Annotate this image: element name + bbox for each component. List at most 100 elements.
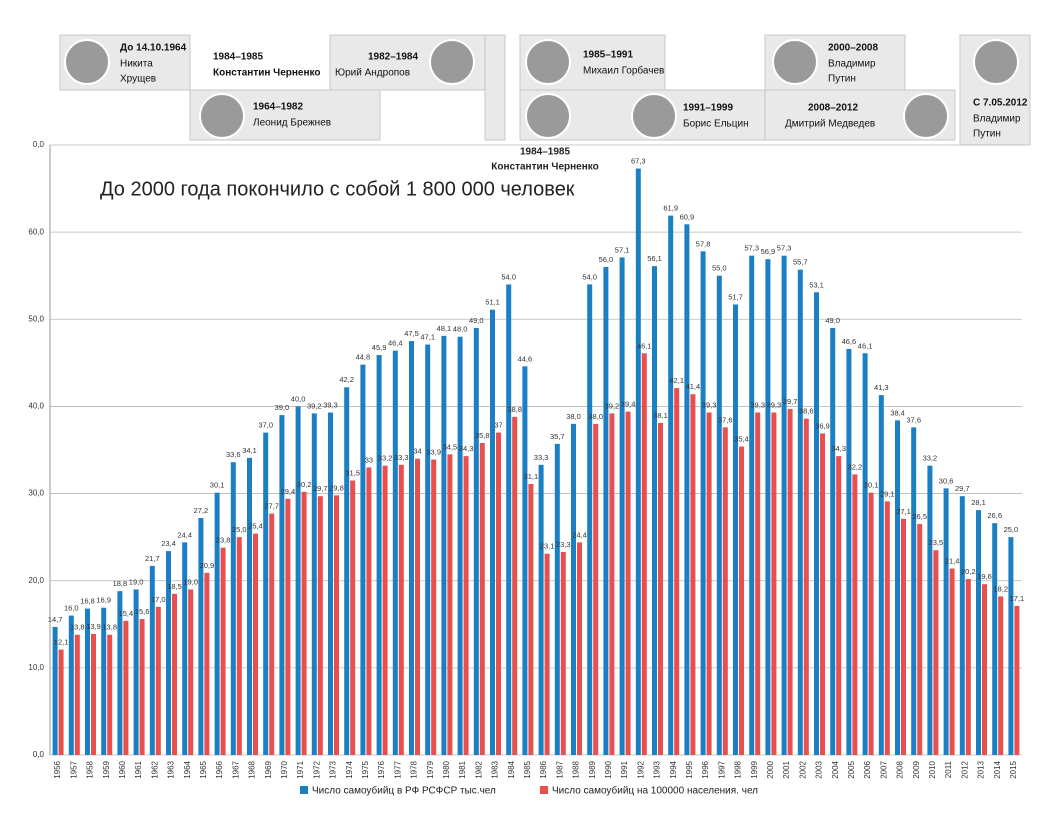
x-tick-label: 1976 — [377, 760, 386, 778]
value-label: 29,7 — [313, 484, 328, 493]
bar — [635, 168, 641, 755]
x-tick-label: 1959 — [102, 760, 111, 778]
value-label: 26,5 — [912, 512, 927, 521]
bar — [52, 626, 58, 755]
x-tick-label: 2002 — [798, 760, 807, 778]
value-label: 54,0 — [582, 272, 597, 281]
value-label: 35,7 — [550, 432, 565, 441]
value-label: 14,7 — [48, 615, 63, 624]
bar — [998, 596, 1004, 755]
bar — [344, 387, 350, 755]
photo — [64, 39, 110, 85]
y-tick-label: 10,0 — [28, 663, 44, 672]
x-tick-label: 1987 — [555, 760, 564, 778]
value-label: 25,0 — [232, 525, 247, 534]
x-tick-label: 2000 — [766, 760, 775, 778]
value-label: 33,9 — [426, 448, 441, 457]
leader-dates: С 7.05.2012 — [973, 98, 1028, 109]
y-tick-label: 20,0 — [28, 576, 44, 585]
x-tick-label: 1958 — [86, 760, 95, 778]
bar — [392, 350, 398, 755]
value-label: 54,0 — [501, 272, 516, 281]
bar — [479, 443, 485, 755]
value-label: 33,3 — [394, 453, 409, 462]
x-tick-label: 1973 — [329, 760, 338, 778]
bar — [862, 353, 868, 755]
x-tick-label: 2008 — [896, 760, 905, 778]
value-label: 20,2 — [961, 567, 976, 576]
value-label: 29,1 — [880, 489, 895, 498]
x-tick-label: 1969 — [264, 760, 273, 778]
y-tick-label: 40,0 — [28, 402, 44, 411]
bar — [749, 255, 755, 755]
annotation: 1984–1985 — [520, 147, 570, 158]
bar — [965, 578, 971, 755]
value-label: 42,2 — [339, 375, 354, 384]
x-tick-label: 1963 — [167, 760, 176, 778]
value-label: 67,3 — [631, 157, 646, 166]
leader-dates: 2008–2012 — [808, 103, 858, 114]
value-label: 25,4 — [248, 522, 263, 531]
x-tick-label: 1981 — [458, 760, 467, 778]
value-label: 13,8 — [102, 623, 117, 632]
bar — [927, 465, 933, 755]
bar — [771, 412, 777, 755]
value-label: 48,1 — [437, 324, 452, 333]
value-label: 39,3 — [767, 401, 782, 410]
bar — [852, 474, 858, 755]
value-label: 56,9 — [761, 247, 776, 256]
x-tick-label: 1989 — [588, 760, 597, 778]
value-label: 57,3 — [777, 244, 792, 253]
bar — [328, 412, 333, 755]
value-label: 27,7 — [264, 502, 279, 511]
bar — [269, 513, 275, 755]
x-tick-label: 1968 — [248, 760, 257, 778]
bar — [917, 524, 923, 755]
bar — [755, 412, 761, 755]
bar — [204, 572, 210, 755]
bar — [733, 304, 738, 755]
x-tick-label: 2001 — [782, 760, 791, 778]
value-label: 34,1 — [242, 446, 257, 455]
bar — [58, 649, 64, 755]
x-tick-label: 1995 — [685, 760, 694, 778]
value-label: 49,0 — [469, 316, 484, 325]
x-tick-label: 1999 — [750, 760, 759, 778]
bar — [658, 422, 663, 755]
bar — [700, 251, 706, 756]
value-label: 45,9 — [372, 343, 387, 352]
bar — [253, 533, 258, 755]
value-label: 30,1 — [864, 481, 879, 490]
x-tick-label: 1983 — [491, 760, 500, 778]
legend-swatch — [540, 786, 548, 794]
bar — [101, 607, 107, 755]
bar — [506, 284, 512, 755]
value-label: 19,0 — [129, 577, 144, 586]
bar — [690, 394, 696, 755]
bar — [279, 415, 285, 755]
value-label: 29,4 — [281, 487, 296, 496]
x-tick-label: 1996 — [701, 760, 710, 778]
bar — [376, 355, 382, 755]
photo — [199, 93, 245, 139]
bar — [447, 454, 453, 755]
bar — [382, 465, 388, 755]
bar — [652, 266, 657, 755]
value-label: 21,7 — [145, 554, 160, 563]
x-tick-label: 1972 — [312, 760, 321, 778]
bar — [684, 224, 690, 756]
value-label: 38,1 — [653, 411, 668, 420]
leader-name: Никита — [120, 59, 153, 70]
value-label: 57,3 — [744, 244, 759, 253]
value-label: 34,3 — [459, 444, 474, 453]
bar — [220, 547, 226, 755]
value-label: 33 — [365, 455, 373, 464]
value-label: 51,1 — [485, 298, 500, 307]
bar — [830, 328, 836, 755]
legend-label: Число самоубийц в РФ РСФСР тыс.чел — [312, 785, 496, 797]
annotation: До 2000 года покончило с собой 1 800 000… — [100, 178, 575, 200]
x-tick-label: 1960 — [118, 760, 127, 778]
bar — [172, 593, 177, 755]
y-tick-label: 0,0 — [33, 140, 45, 149]
